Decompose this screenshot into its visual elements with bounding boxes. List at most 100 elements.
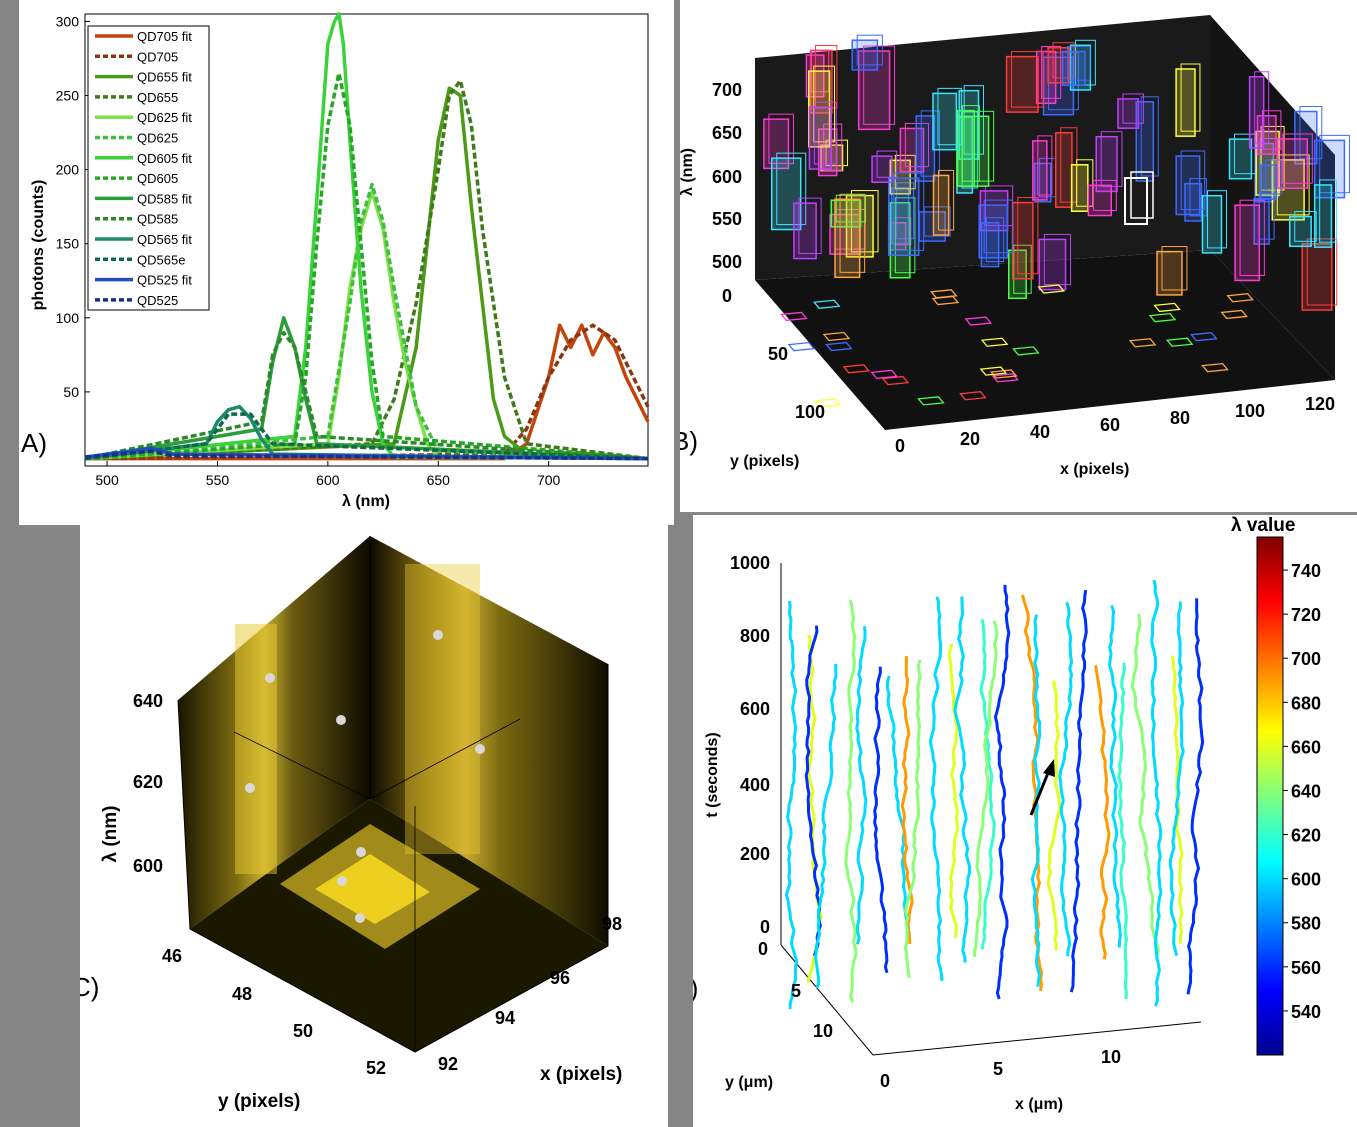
roi-box [888, 177, 920, 257]
roi-box-back [1140, 96, 1159, 177]
roi-box [1175, 155, 1201, 216]
y-tick-label: 50 [63, 384, 79, 400]
localization-point [245, 783, 255, 793]
localization-point [265, 673, 275, 683]
roi-box [1156, 250, 1183, 296]
roi-box-back [1306, 238, 1338, 306]
roi-box [805, 54, 825, 98]
roi-box [980, 221, 1000, 268]
roi-box-back [815, 44, 838, 109]
localization-point [356, 847, 366, 857]
floor-box [1226, 293, 1254, 303]
z-tick-label: 550 [712, 209, 742, 229]
floor-box [964, 316, 993, 326]
trajectory [953, 596, 971, 963]
roi-box-back [876, 150, 898, 178]
y-tick-label: 100 [795, 402, 825, 422]
x-tick-label: 98 [602, 914, 622, 934]
floor-box [870, 369, 898, 380]
roi-box-back [1017, 197, 1039, 275]
roi-box [1095, 135, 1118, 193]
legend-entry: QD625 fit [137, 110, 192, 125]
x-tick-label: 0 [895, 436, 905, 456]
colorbar-tick-label: 720 [1291, 605, 1321, 625]
z-tick-label: 800 [740, 626, 770, 646]
series-line [84, 182, 649, 461]
colorbar-tick-label: 700 [1291, 649, 1321, 669]
z-tick-label: 600 [712, 167, 742, 187]
trajectory [814, 663, 838, 989]
roi-box [834, 198, 861, 279]
trajectory [903, 659, 922, 979]
roi-box [1228, 138, 1253, 180]
roi-box [1135, 101, 1155, 182]
floor-box [787, 341, 816, 352]
z-axis-label: λ (nm) [100, 806, 121, 863]
trajectory [1058, 601, 1074, 957]
roi-box [808, 106, 832, 170]
floor-box [1201, 362, 1229, 373]
roi-box [1289, 215, 1312, 248]
x-tick-label: 10 [1101, 1047, 1121, 1067]
roi-box-back [1011, 51, 1044, 108]
z-axis-label: λ (nm) [680, 148, 696, 196]
floor-plane [755, 250, 1335, 430]
back-wall [755, 15, 1210, 280]
x-tick-label: 60 [1100, 415, 1120, 435]
trajectory [900, 656, 914, 945]
roi-box-back [863, 45, 896, 125]
panel-d: 0 200 400 600 800 1000 0 5 10 0 5 10 540 560 580 600 62… [693, 515, 1357, 1127]
roi-box-back [937, 169, 955, 231]
colorbar-tick-label: 620 [1291, 826, 1321, 846]
roi-box [1038, 238, 1067, 291]
y-tick-label: 10 [813, 1021, 833, 1041]
roi-box [793, 202, 817, 260]
y-tick-label: 0 [722, 286, 732, 306]
roi-box-back [1282, 133, 1313, 184]
floor-box [980, 337, 1009, 347]
roi-box-back [798, 197, 822, 255]
trajectory [947, 643, 960, 938]
x-axis-label: x (μm) [1015, 1096, 1063, 1113]
roi-box [915, 115, 936, 182]
roi-box [1032, 140, 1048, 201]
z-tick-label: 650 [712, 123, 742, 143]
x-tick-label: 650 [427, 472, 451, 488]
roi-box-back [893, 172, 925, 251]
y-tick-label: 5 [791, 981, 801, 1001]
localization-point [475, 744, 485, 754]
series-line [84, 78, 649, 461]
x-tick-label: 5 [993, 1059, 1003, 1079]
y-axis-label: y (pixels) [730, 453, 799, 470]
z-tick-label: 200 [740, 844, 770, 864]
floor-box [813, 398, 842, 408]
roi-box [1087, 184, 1112, 217]
roi-box [1070, 164, 1089, 212]
floor-box [1012, 346, 1040, 356]
roi-box-back [985, 217, 1005, 263]
x-tick-label: 700 [537, 472, 561, 488]
roi-box-back [768, 113, 794, 164]
roi-box [1175, 68, 1196, 137]
roi-box [1313, 184, 1333, 248]
roi-box [1248, 76, 1265, 149]
cube-3d-chart: 500 550 600 650 700 0 50 100 0 20 40 60 80 100 120 λ (… [680, 15, 1350, 478]
trajectory [873, 666, 889, 974]
trajectory [885, 675, 911, 935]
roi-box [1184, 182, 1203, 222]
trajectory [804, 625, 822, 957]
z-tick-label: 0 [760, 917, 770, 937]
trajectory [973, 620, 999, 957]
x-tick-label: 500 [95, 472, 119, 488]
roi-box [1234, 204, 1261, 282]
legend-entry: QD655 [137, 90, 178, 105]
roi-box-back [1041, 45, 1062, 99]
colorbar [1256, 536, 1284, 1056]
x-axis-label: x (pixels) [1060, 461, 1129, 478]
trajectory [1168, 601, 1185, 957]
y-tick-label: 300 [56, 13, 80, 29]
colorbar-tick-label: 600 [1291, 870, 1321, 890]
roi-box-back [813, 65, 836, 143]
roi-box-back [839, 193, 866, 273]
floor-box [881, 375, 910, 386]
